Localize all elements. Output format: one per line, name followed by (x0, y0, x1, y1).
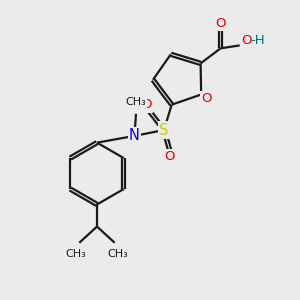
Text: O: O (201, 92, 212, 105)
Text: O: O (215, 17, 226, 30)
Text: N: N (129, 128, 140, 143)
Text: CH₃: CH₃ (108, 249, 129, 259)
Text: O: O (241, 34, 252, 46)
Text: CH₃: CH₃ (126, 97, 146, 107)
Text: -H: -H (250, 34, 265, 46)
Text: CH₃: CH₃ (65, 249, 86, 259)
Text: O: O (165, 150, 175, 163)
Text: S: S (159, 122, 169, 137)
Text: O: O (141, 98, 152, 112)
